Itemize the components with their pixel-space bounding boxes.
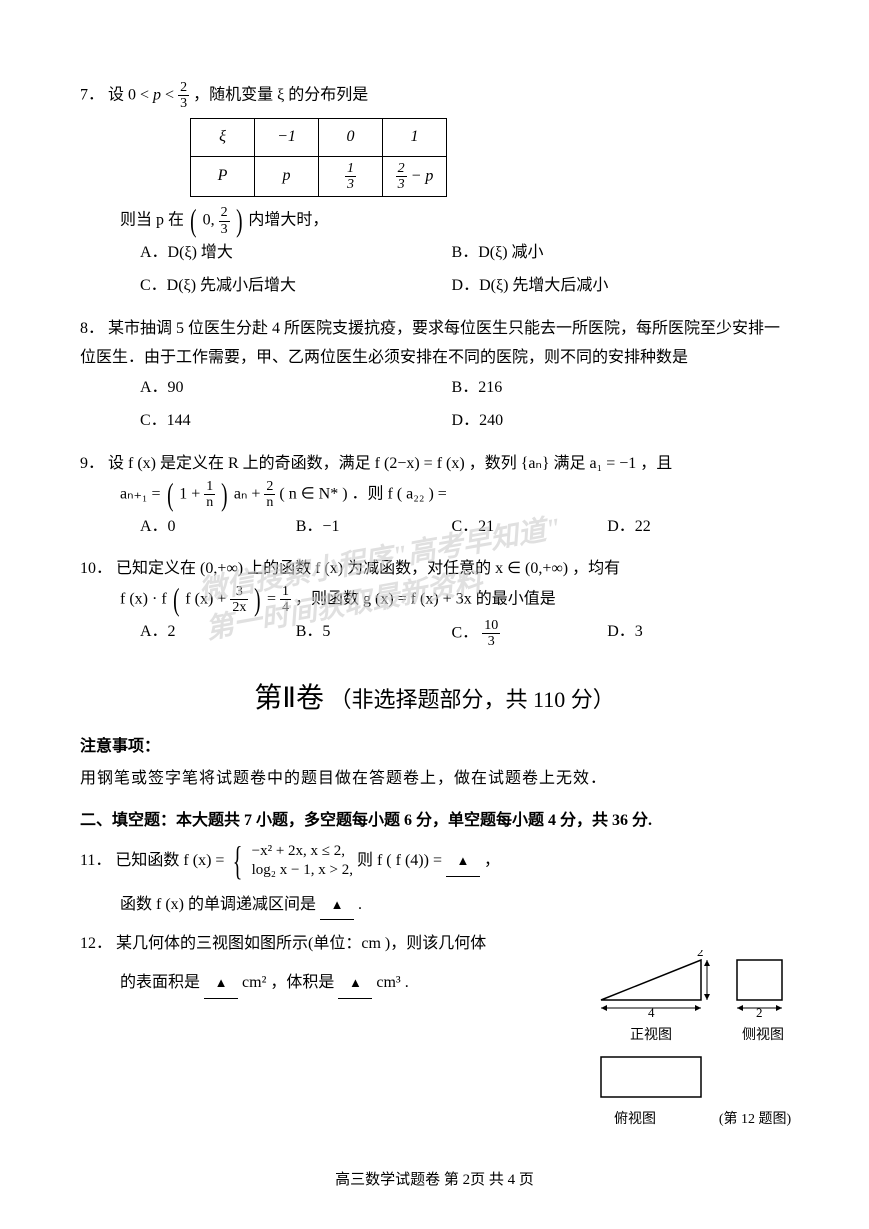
q9-stem-a: 设 f (x) 是定义在 R 上的奇函数，满足 f (2−x) = f (x) … bbox=[108, 455, 672, 472]
page-footer: 高三数学试题卷 第 2页 共 4 页 bbox=[0, 1168, 869, 1189]
svg-text:2: 2 bbox=[697, 950, 704, 959]
lparen-icon: ( bbox=[173, 587, 179, 613]
question-9: 9． 设 f (x) 是定义在 R 上的奇函数，满足 f (2−x) = f (… bbox=[80, 450, 789, 545]
notice-head: 注意事项： bbox=[80, 732, 789, 756]
question-10: 10． 已知定义在 (0,+∞) 上的函数 f (x) 为减函数，对任意的 x … bbox=[80, 555, 789, 653]
lbrace-icon: { bbox=[233, 843, 243, 879]
q8-stem: 某市抽调 5 位医生分赴 4 所医院支援抗疫，要求每位医生只能去一所医院，每所医… bbox=[80, 320, 780, 366]
q9-formula: aₙ₊₁ = ( 1 + 1n ) aₙ + 2n ( n ∈ N* ) ．则 … bbox=[80, 479, 789, 511]
q11-num: 11． bbox=[80, 852, 111, 869]
t-r2: p bbox=[255, 156, 319, 197]
q8-optD: D．240 bbox=[452, 407, 764, 436]
three-views-figure: 4 2 2 正视图 侧视图 俯视图 bbox=[549, 950, 799, 1128]
svg-text:2: 2 bbox=[756, 1005, 763, 1018]
q7-p: p bbox=[153, 87, 161, 104]
blank-fill bbox=[446, 847, 480, 877]
question-8: 8． 某市抽调 5 位医生分赴 4 所医院支援抗疫，要求每位医生只能去一所医院，… bbox=[80, 315, 789, 440]
t-h2: −1 bbox=[255, 118, 319, 156]
t-r3: 13 bbox=[319, 156, 383, 197]
t-h1: ξ bbox=[191, 118, 255, 156]
front-label: 正视图 bbox=[591, 1024, 711, 1044]
blank-fill bbox=[320, 891, 354, 921]
question-11: 11． 已知函数 f (x) = { −x² + 2x, x ≤ 2, log₂… bbox=[80, 842, 789, 921]
t-r1: P bbox=[191, 156, 255, 197]
q10-num: 10． bbox=[80, 560, 112, 577]
q7-frac23: 23 bbox=[178, 80, 189, 112]
q10-optB: B．5 bbox=[296, 618, 452, 650]
q7-table: ξ −1 0 1 P p 13 23 − p bbox=[190, 118, 447, 198]
q9-optD: D．22 bbox=[607, 513, 763, 542]
top-label: 俯视图 bbox=[575, 1108, 695, 1128]
svg-text:4: 4 bbox=[648, 1005, 655, 1018]
q11-cases: −x² + 2x, x ≤ 2, log₂ x − 1, x > 2, bbox=[252, 842, 353, 881]
rparen-icon: ) bbox=[236, 208, 242, 234]
section-2-title: 第Ⅱ卷 （非选择题部分，共 110 分） bbox=[80, 676, 789, 716]
question-7: 7． 设 0 < p < 23 ，随机变量 ξ 的分布列是 ξ −1 0 1 P… bbox=[80, 80, 789, 305]
part-2-head: 二、填空题：本大题共 7 小题，多空题每小题 6 分，单空题每小题 4 分，共 … bbox=[80, 806, 789, 830]
q8-num: 8． bbox=[80, 320, 104, 337]
q10-optC: C． 103 bbox=[452, 618, 608, 650]
front-view: 4 2 bbox=[591, 950, 711, 1018]
q7-stem-a: 设 0 < bbox=[108, 87, 153, 104]
q7-optD: D．D(ξ) 先增大后减小 bbox=[452, 272, 764, 301]
t-r4: 23 − p bbox=[383, 156, 447, 197]
q8-optC: C．144 bbox=[140, 407, 452, 436]
q9-optC: C．21 bbox=[452, 513, 608, 542]
q10-formula: f (x) · f ( f (x) + 32x ) = 14 ，则函数 g (x… bbox=[80, 584, 789, 616]
q7-optC: C．D(ξ) 先减小后增大 bbox=[140, 272, 452, 301]
q7-tail: 则当 p 在 ( 0, 23 ) 内增大时， bbox=[80, 205, 789, 237]
rparen-icon: ) bbox=[254, 587, 260, 613]
q9-optB: B．−1 bbox=[296, 513, 452, 542]
q7-stem-c: ，随机变量 ξ 的分布列是 bbox=[193, 87, 368, 104]
q8-optB: B．216 bbox=[452, 374, 764, 403]
t-h4: 1 bbox=[383, 118, 447, 156]
notice-body: 用钢笔或签字笔将试题卷中的题目做在答题卷上，做在试题卷上无效． bbox=[80, 764, 789, 788]
side-label: 侧视图 bbox=[727, 1024, 799, 1044]
fig-caption: (第 12 题图) bbox=[711, 1108, 799, 1128]
lparen-icon: ( bbox=[190, 208, 196, 234]
q10-optD: D．3 bbox=[607, 618, 763, 650]
t-h3: 0 bbox=[319, 118, 383, 156]
q8-optA: A．90 bbox=[140, 374, 452, 403]
rparen-icon: ) bbox=[221, 482, 227, 508]
top-view bbox=[591, 1052, 711, 1102]
q7-optB: B．D(ξ) 减小 bbox=[452, 239, 764, 268]
q7-optA: A．D(ξ) 增大 bbox=[140, 239, 452, 268]
lparen-icon: ( bbox=[167, 482, 173, 508]
q10-stem-a: 已知定义在 (0,+∞) 上的函数 f (x) 为减函数，对任意的 x ∈ (0… bbox=[116, 560, 620, 577]
q7-num: 7． bbox=[80, 87, 104, 104]
q9-num: 9． bbox=[80, 455, 104, 472]
blank-fill bbox=[204, 969, 238, 999]
blank-fill bbox=[338, 969, 372, 999]
side-view: 2 bbox=[727, 950, 799, 1018]
q10-optA: A．2 bbox=[140, 618, 296, 650]
q9-optA: A．0 bbox=[140, 513, 296, 542]
question-12: 12． 某几何体的三视图如图所示(单位：cm )，则该几何体 的表面积是 cm²… bbox=[80, 930, 510, 999]
q7-stem-b: < bbox=[165, 87, 178, 104]
q12-num: 12． bbox=[80, 935, 112, 952]
